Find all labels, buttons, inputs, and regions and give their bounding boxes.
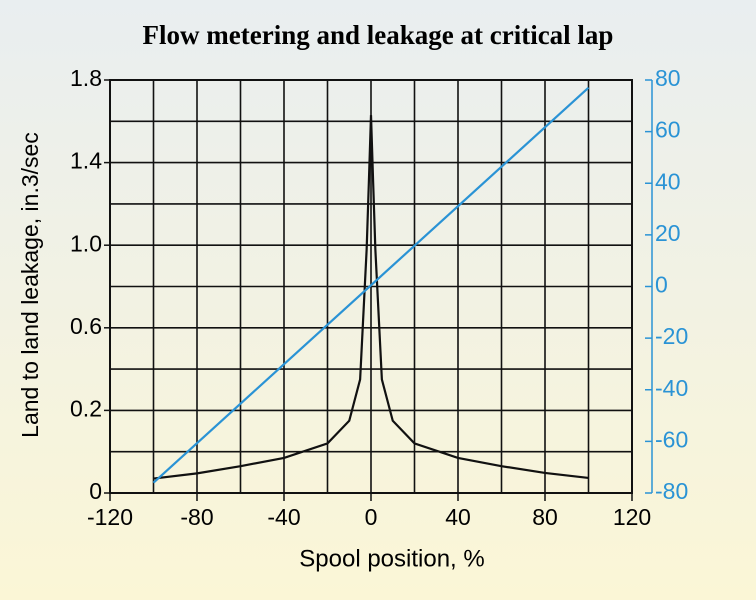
x-axis-label: Spool position, % [299, 545, 484, 572]
y2-tick-label: 80 [655, 65, 681, 91]
y-tick-label: 1.8 [70, 65, 102, 91]
x-tick-label: 0 [365, 504, 378, 530]
y2-tick-label: -80 [655, 478, 688, 504]
x-tick-label: 120 [613, 504, 651, 530]
y2-tick-label: -60 [655, 426, 688, 452]
y-tick-label: 0.2 [70, 395, 102, 421]
y-tick-label: 1.4 [70, 148, 102, 174]
y-axis-label: Land to land leakage, in.3/sec [17, 132, 43, 438]
y2-tick-label: -20 [655, 323, 688, 349]
x-tick-label: -80 [180, 504, 213, 530]
x-tick-label: 80 [532, 504, 558, 530]
y-tick-label: 0.6 [70, 313, 102, 339]
y2-tick-label: 0 [655, 272, 668, 298]
y2-tick-label: 20 [655, 220, 681, 246]
y2-tick-label: -40 [655, 375, 688, 401]
y-tick-label: 1.0 [70, 230, 102, 256]
x-tick-label: -120 [87, 504, 133, 530]
y-tick-label: 0 [89, 478, 102, 504]
data-line [153, 115, 589, 480]
y2-tick-label: 60 [655, 117, 681, 143]
x-tick-label: -40 [267, 504, 300, 530]
data-line [152, 86, 590, 484]
y2-tick-label: 40 [655, 168, 681, 194]
x-tick-label: 40 [445, 504, 471, 530]
chart-title: Flow metering and leakage at critical la… [143, 20, 614, 50]
